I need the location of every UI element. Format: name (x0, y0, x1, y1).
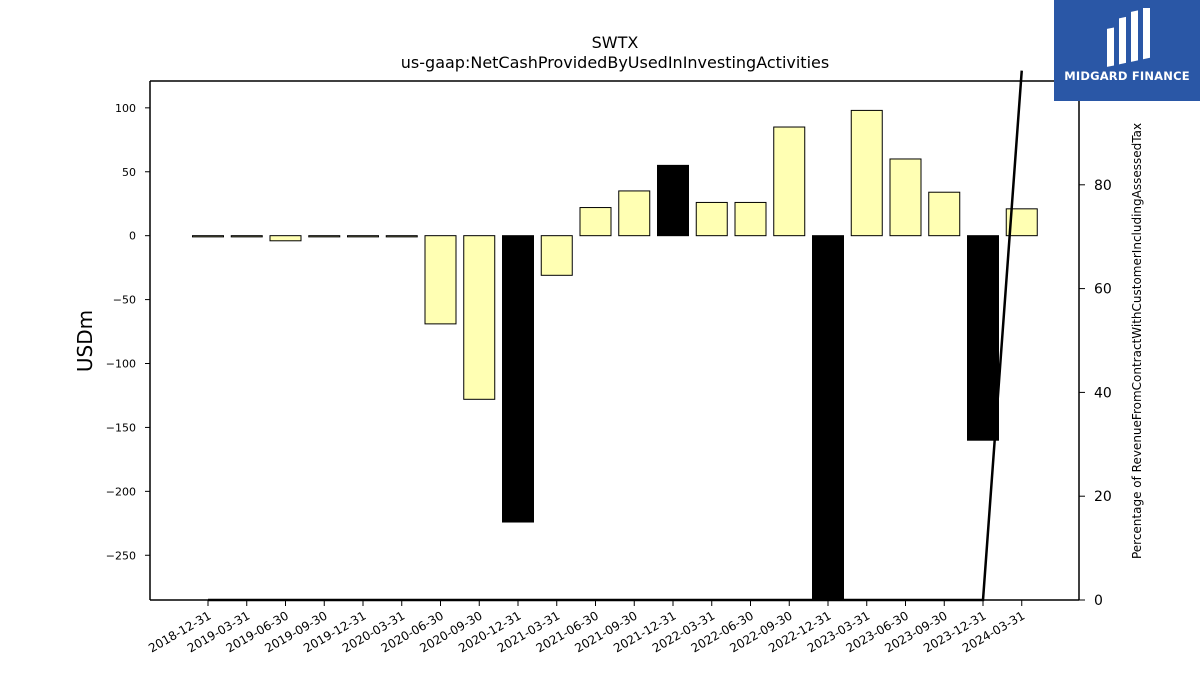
y2-tick-label: 0 (1094, 593, 1103, 609)
bar (812, 235, 844, 601)
bar (308, 235, 341, 238)
bar (192, 235, 224, 238)
y-tick-label: −100 (106, 358, 136, 371)
y-tick-label: −50 (113, 294, 136, 307)
bar (230, 235, 263, 238)
bar (967, 235, 999, 441)
logo-text: MIDGARD FINANCE (1064, 69, 1190, 83)
y-axis-label: USDm (73, 310, 97, 372)
y-tick-label: 100 (115, 102, 136, 115)
bar (579, 207, 612, 237)
bar (540, 235, 573, 276)
chart-subtitle: us-gaap:NetCashProvidedByUsedInInvesting… (401, 53, 829, 72)
logo-mark-icon (1107, 8, 1150, 67)
y-tick-label: −200 (106, 485, 136, 498)
y2-tick-label: 80 (1094, 178, 1112, 194)
chart-title: SWTX (592, 33, 639, 52)
y-tick-label: −250 (106, 549, 136, 562)
bar (269, 235, 302, 242)
bar (347, 235, 379, 238)
y2-axis-label: Percentage of RevenueFromContractWithCus… (1130, 123, 1144, 559)
bar (657, 164, 689, 237)
y-tick-label: 0 (129, 230, 136, 243)
bar (695, 201, 728, 237)
y-tick-label: −150 (106, 421, 136, 434)
bar (385, 235, 418, 238)
y2-tick-label: 40 (1094, 385, 1112, 401)
brand-logo: MIDGARD FINANCE (1054, 0, 1200, 101)
bar (850, 109, 883, 237)
bar (502, 235, 534, 523)
bar (618, 190, 651, 237)
bar (889, 158, 922, 237)
plot-area: 100500−50−100−150−200−2500204060802018-1… (106, 70, 1112, 655)
bar (463, 235, 496, 400)
bar (734, 201, 767, 237)
y-tick-label: 50 (122, 166, 136, 179)
bar (424, 235, 457, 325)
bar (928, 191, 961, 237)
y2-tick-label: 60 (1094, 282, 1112, 298)
bar (773, 126, 806, 237)
series-line (208, 70, 1023, 602)
y2-tick-label: 20 (1094, 489, 1112, 505)
